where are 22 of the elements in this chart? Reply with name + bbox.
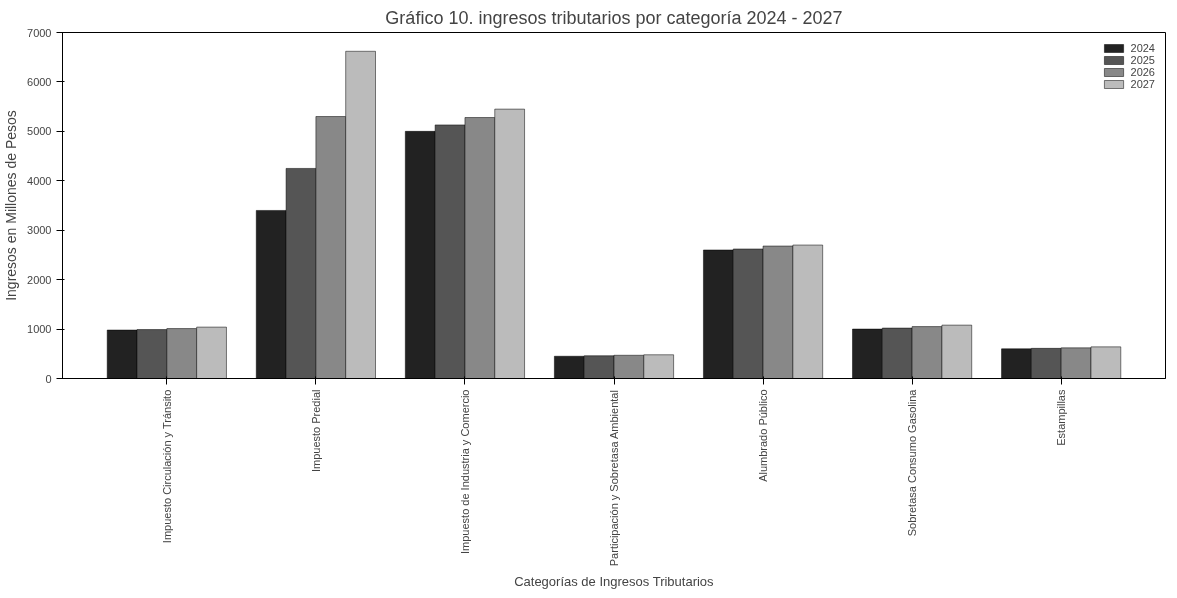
x-tick-label: Alumbrado Público: [757, 389, 770, 482]
x-tick-label: Estampillas: [1055, 389, 1068, 446]
y-tick-label: 6000: [27, 75, 52, 88]
y-tick-label: 5000: [27, 125, 52, 138]
x-tick-label: Participación y Sobretasa Ambiental: [608, 390, 620, 567]
legend-label: 2025: [1130, 54, 1155, 66]
y-tick-label: 0: [45, 372, 52, 385]
x-tick-label: Impuesto Predial: [309, 389, 322, 473]
y-tick-label: 7000: [27, 26, 52, 39]
legend-label: 2026: [1130, 66, 1155, 78]
legend-label: 2027: [1130, 78, 1155, 90]
chart-title: Gráfico 10. ingresos tributarios por categoría 2024 - 2027: [385, 7, 843, 28]
legend-label: 2024: [1130, 42, 1155, 54]
y-axis-title: Ingresos en Millones de Pesos: [3, 110, 20, 301]
y-tick-label: 1000: [27, 323, 52, 336]
x-axis-title: Categorías de Ingresos Tributarios: [514, 574, 715, 590]
y-tick-label: 4000: [27, 174, 52, 187]
x-tick-label: Impuesto de Industria y Comercio: [458, 389, 471, 554]
y-tick-label: 3000: [27, 224, 52, 237]
x-tick-label: Impuesto Circulación y Tránsito: [160, 389, 173, 544]
y-tick-label: 2000: [27, 273, 52, 286]
x-tick-label: Sobretasa Consumo Gasolina: [906, 388, 919, 537]
